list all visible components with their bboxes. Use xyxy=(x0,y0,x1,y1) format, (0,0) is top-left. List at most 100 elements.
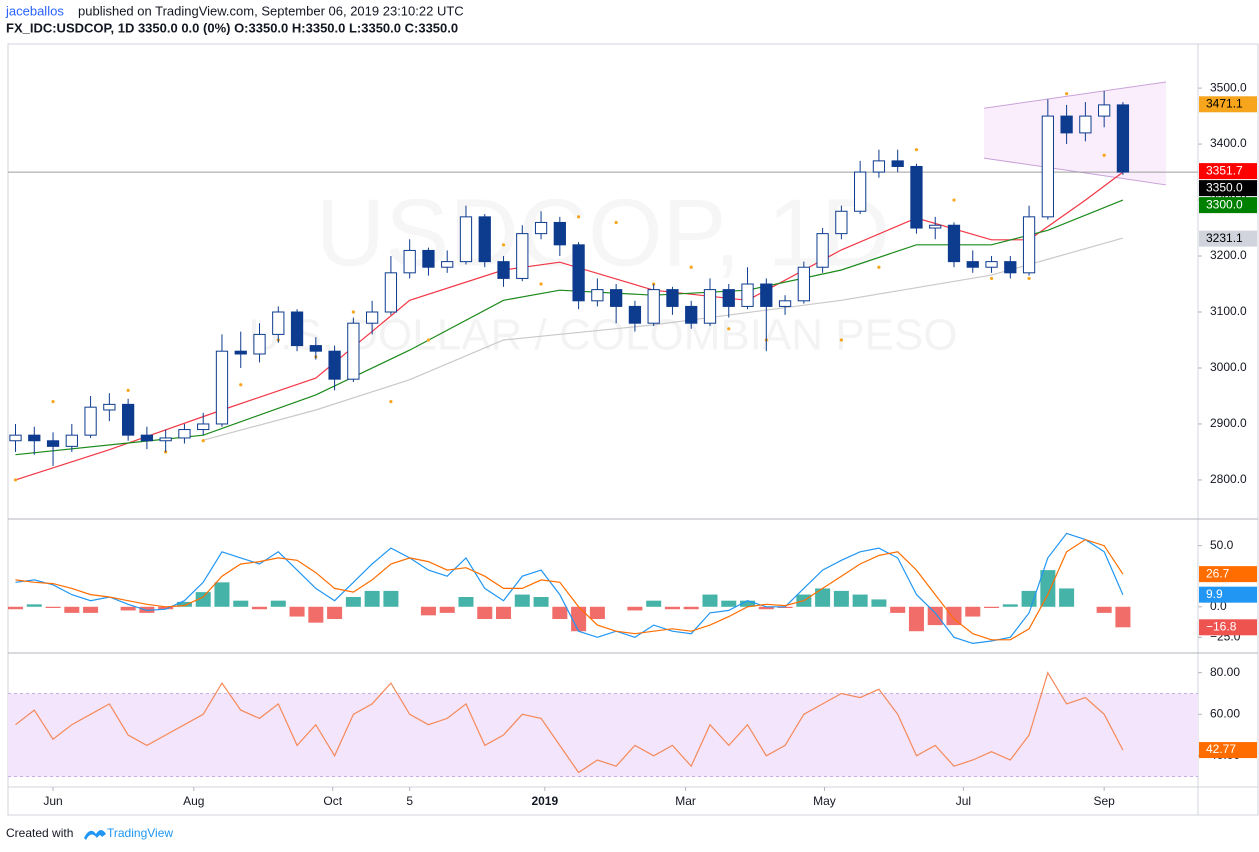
histogram-bar xyxy=(890,606,906,613)
histogram-bar xyxy=(496,606,512,619)
price-label xyxy=(1199,96,1257,113)
tv-logo xyxy=(84,830,106,840)
candle-body xyxy=(516,233,529,279)
indicator-line xyxy=(15,532,1124,645)
candle-body xyxy=(459,216,473,263)
candle-body xyxy=(628,305,642,324)
histogram-bar xyxy=(308,606,324,623)
price-label xyxy=(1199,566,1257,583)
sar-dot xyxy=(727,327,731,331)
sar-dot xyxy=(1027,276,1031,281)
price-label xyxy=(1199,619,1257,636)
y-tick-label: 80.00 xyxy=(1210,665,1240,679)
histogram-bar xyxy=(195,592,211,607)
histogram-bar xyxy=(683,606,699,610)
candle-body xyxy=(947,224,961,263)
sar-dot xyxy=(952,198,956,202)
histogram-bar xyxy=(533,597,549,607)
sar-dot xyxy=(576,215,581,219)
histogram-bar xyxy=(514,594,530,607)
histogram-bar xyxy=(702,594,718,607)
candle-body xyxy=(1079,115,1092,134)
indicator-line xyxy=(15,671,1124,774)
candle-body xyxy=(9,434,22,442)
candle-body xyxy=(797,266,810,302)
frame xyxy=(7,43,1259,816)
price-label-text: 26.7 xyxy=(1206,566,1230,580)
candle-body xyxy=(572,244,585,302)
price-label-text: 3231.1 xyxy=(1206,231,1243,245)
histogram-bar xyxy=(64,606,80,613)
histogram-bar xyxy=(965,606,981,617)
histogram-bar xyxy=(270,600,286,607)
candle-body xyxy=(234,350,247,355)
candle-body xyxy=(872,160,886,173)
histogram-bar xyxy=(26,604,42,607)
sar-dot xyxy=(989,276,994,281)
footer-brand[interactable]: TradingView xyxy=(107,826,173,840)
price-label-text: 3350.0 xyxy=(1206,180,1243,194)
symbol-info: FX_IDC:USDCOP, 1D 3350.0 0.0 (0%) O:3350… xyxy=(6,20,458,35)
candle-body xyxy=(816,233,829,268)
x-tick-label: Oct xyxy=(323,794,342,808)
price-label xyxy=(1199,180,1257,197)
candle-body xyxy=(366,311,379,324)
candle-body xyxy=(722,289,735,307)
candle-body xyxy=(384,272,398,313)
sar-dot xyxy=(501,243,506,247)
histogram-bar xyxy=(383,590,399,607)
candle-body xyxy=(28,434,41,442)
pane: USDCOP, 1DU.S. DOLLAR / COLOMBIAN PESO xyxy=(8,81,1198,482)
candle-body xyxy=(703,289,717,324)
candle-body xyxy=(178,429,191,439)
candle-body xyxy=(309,345,322,352)
candle-body xyxy=(854,171,867,212)
candle-body xyxy=(272,311,285,335)
histogram-bar xyxy=(176,601,192,607)
histogram-bar xyxy=(1059,588,1075,607)
price-label-text: 9.9 xyxy=(1206,587,1223,601)
candle-body xyxy=(197,423,210,431)
candle-body xyxy=(591,289,604,302)
histogram-bar xyxy=(252,606,268,610)
candle-body xyxy=(159,437,172,442)
candle-body xyxy=(966,261,979,268)
author[interactable]: jaceballos xyxy=(5,3,64,18)
candle-body xyxy=(347,322,360,380)
channel-line xyxy=(983,157,1167,186)
histogram-bar xyxy=(871,599,887,607)
histogram-bar xyxy=(120,606,136,611)
y-tick-label: 3000.0 xyxy=(1210,360,1247,374)
histogram-bar xyxy=(420,606,436,616)
y-tick-label: 3500.0 xyxy=(1210,80,1247,94)
histogram-bar xyxy=(815,588,831,607)
sar-dot xyxy=(614,220,618,225)
published: published on TradingView.com, September … xyxy=(78,3,464,18)
x-tick-label: Mar xyxy=(675,794,696,808)
y-tick-label: 60.00 xyxy=(1210,706,1240,720)
candle-body xyxy=(610,289,623,307)
x-tick-label: Aug xyxy=(183,794,204,808)
candle-body xyxy=(666,289,679,307)
sar-dot xyxy=(13,478,18,482)
candle-body xyxy=(1004,261,1017,274)
price-label xyxy=(1199,586,1257,603)
candle-body xyxy=(534,221,548,235)
histogram-bar xyxy=(740,600,756,607)
y-tick-label: 3200.0 xyxy=(1210,248,1247,262)
candle-body xyxy=(985,261,998,268)
y-tick-label: 2900.0 xyxy=(1210,416,1247,430)
x-tick-label: May xyxy=(813,794,836,808)
indicator-line xyxy=(203,237,1124,441)
price-label-text: 3300.0 xyxy=(1206,197,1243,211)
histogram-bar xyxy=(83,606,99,613)
candle-body xyxy=(685,305,698,324)
histogram-bar xyxy=(45,606,61,608)
price-label-text: −16.8 xyxy=(1206,619,1237,633)
candle-body xyxy=(1116,104,1130,173)
histogram-bar xyxy=(946,606,962,626)
candle-body xyxy=(647,289,660,324)
candle-body xyxy=(65,434,78,447)
price-label xyxy=(1199,163,1257,180)
histogram-bar xyxy=(571,606,587,632)
